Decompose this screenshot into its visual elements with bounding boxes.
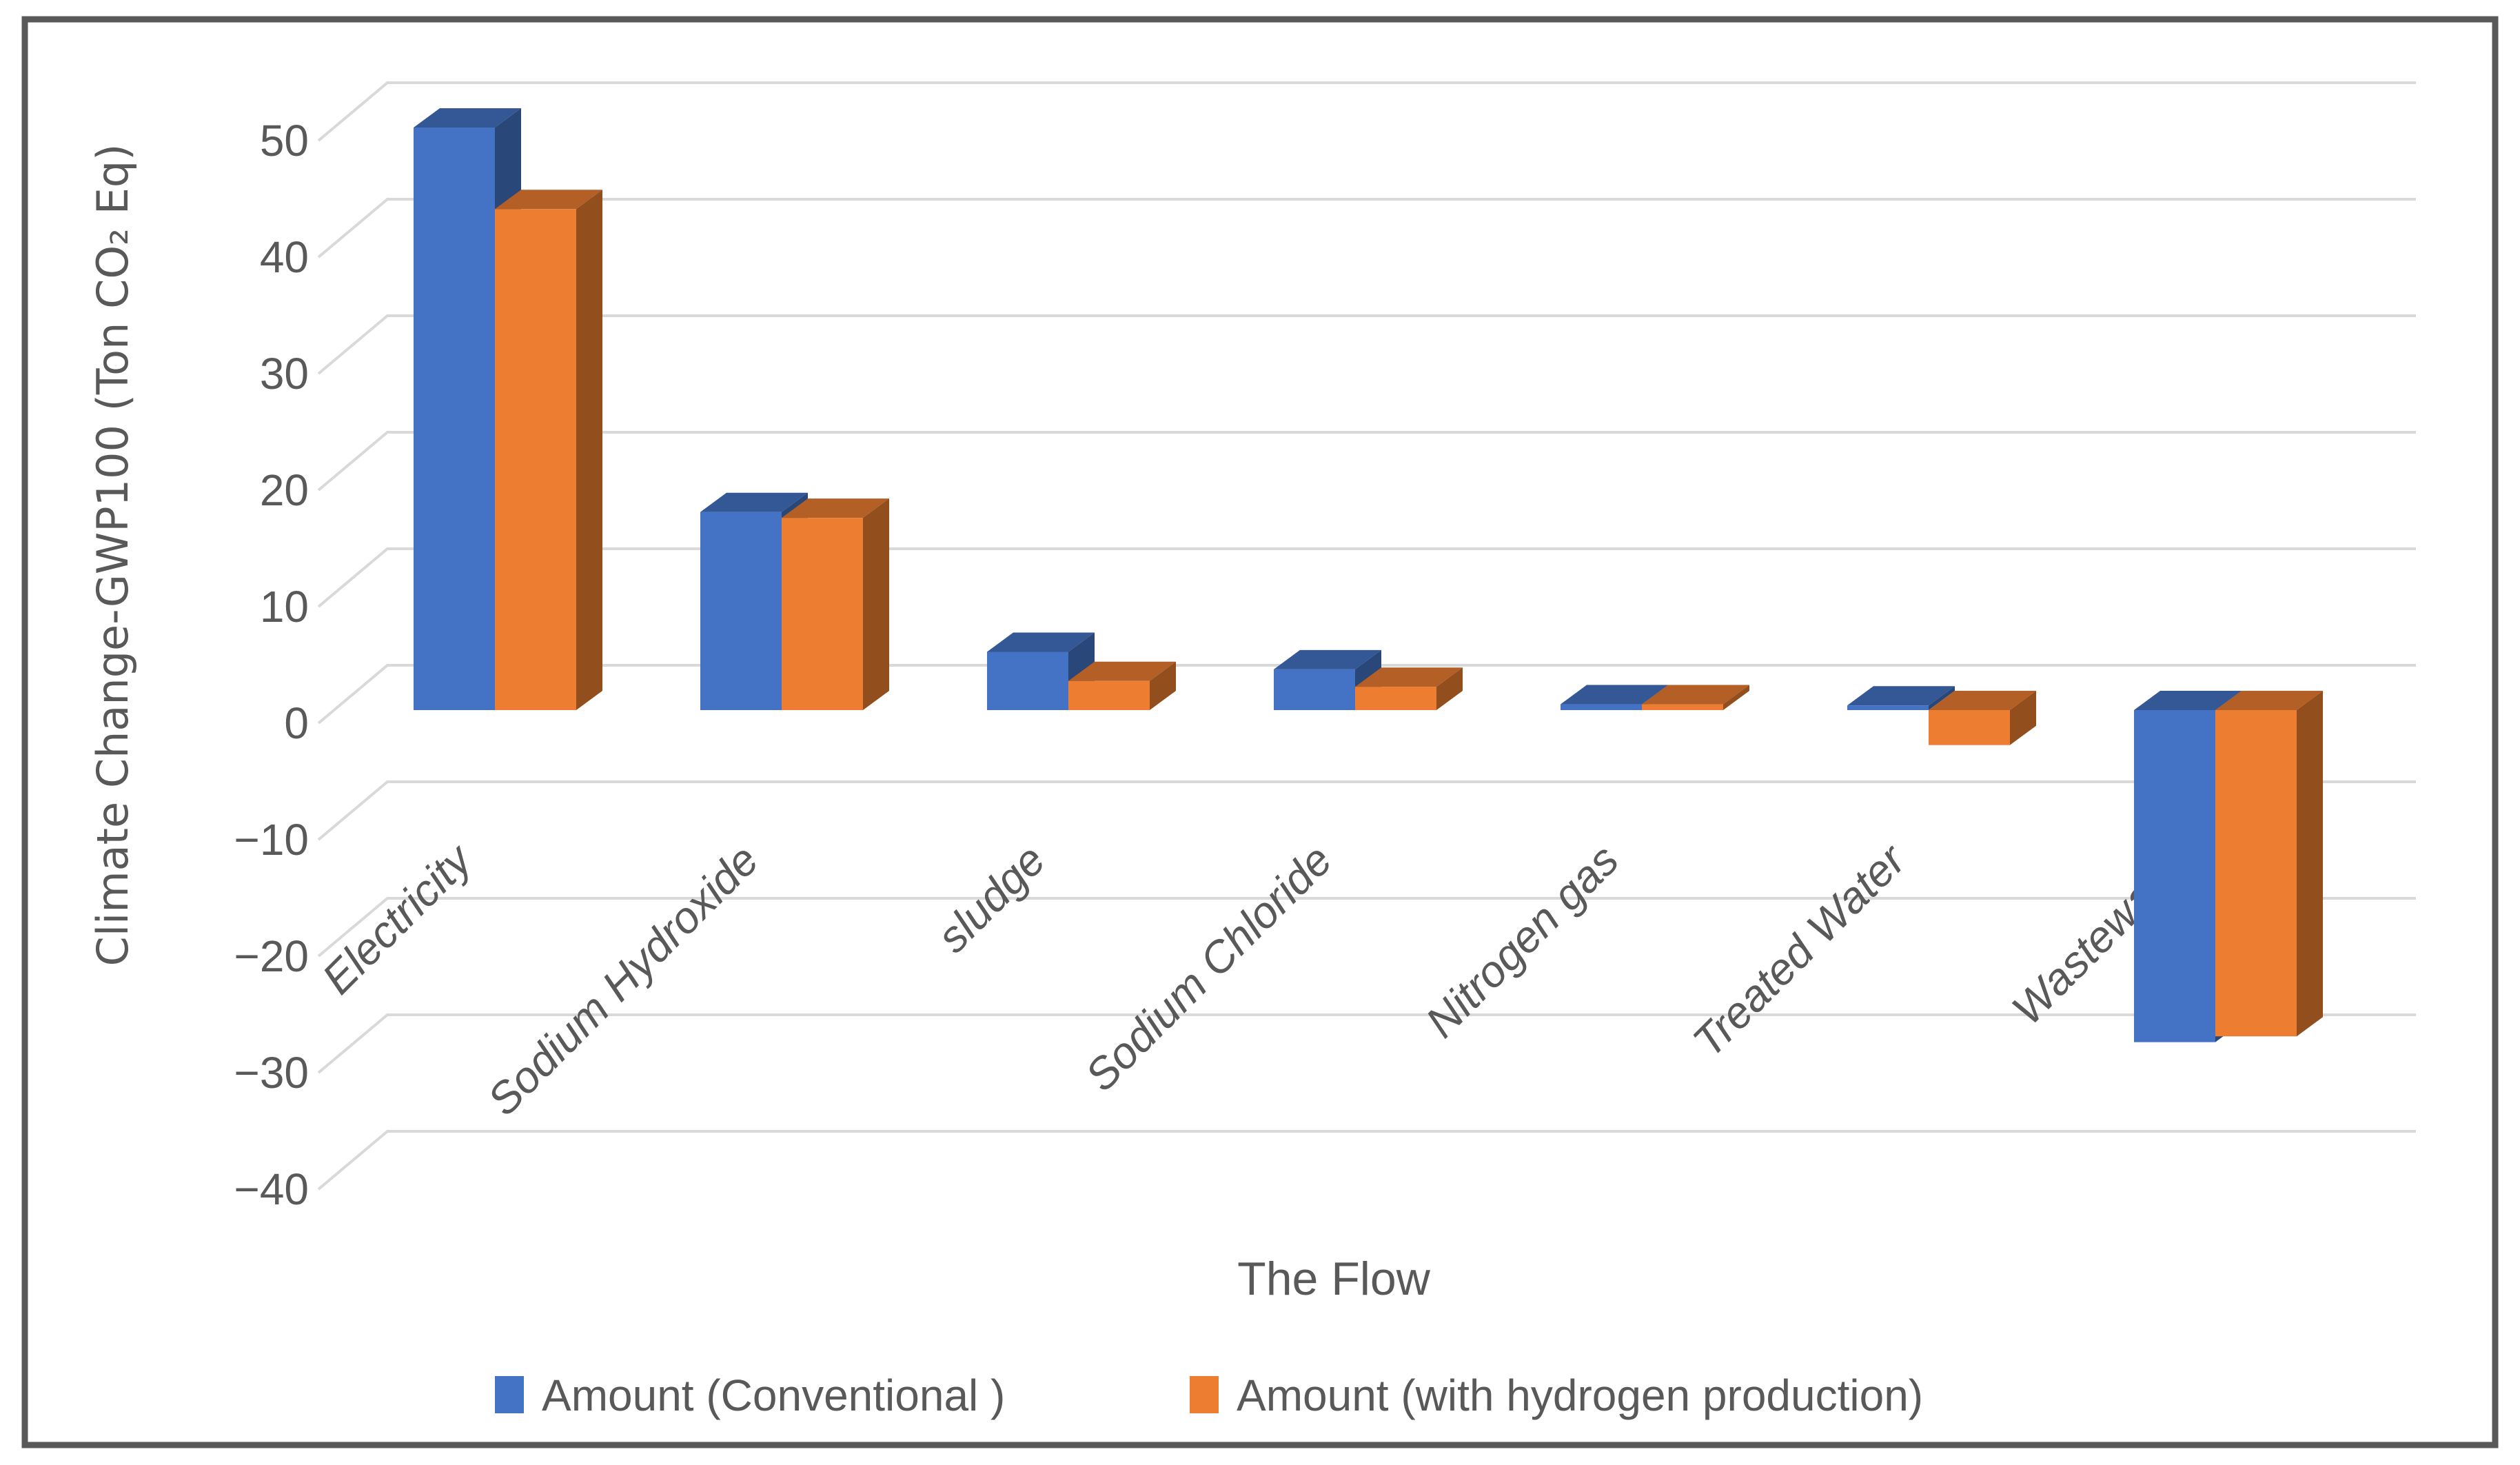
gridline: [317, 314, 2416, 375]
y-tick-label: −40: [234, 1164, 309, 1214]
bar-front-face: [414, 128, 495, 710]
y-axis-title: Climate Change-GWP100 (Ton CO₂ Eq): [88, 144, 138, 967]
bar-top-face: [1847, 686, 1955, 706]
bar-top-face: [1355, 667, 1463, 687]
legend: Amount (Conventional ) Amount (with hydr…: [495, 1371, 1923, 1420]
bar-front-face: [1929, 710, 2010, 745]
gridline: [317, 81, 2416, 142]
y-tick-label: 50: [260, 116, 309, 165]
legend-label-conventional: Amount (Conventional ): [542, 1371, 1005, 1420]
bar-front-face: [1561, 704, 1642, 710]
gridline: [317, 1130, 2416, 1191]
bar-front-face: [2134, 710, 2215, 1042]
y-tick-label: 40: [260, 232, 309, 282]
legend-label-hydrogen: Amount (with hydrogen production): [1237, 1371, 1923, 1420]
bar-top-face: [495, 190, 602, 210]
bar-front-face: [782, 518, 863, 710]
bar-hydrogen: [1642, 685, 1749, 710]
bar-hydrogen: [1355, 667, 1463, 710]
bar-conventional: [1847, 686, 1955, 710]
bar-side-face: [1150, 661, 1176, 710]
gridline: [317, 780, 2416, 841]
bar-side-face: [1929, 686, 1955, 710]
bar-side-face: [1723, 685, 1749, 710]
y-tick-label: −30: [234, 1048, 309, 1098]
gridline: [317, 198, 2416, 259]
bar-top-face: [1929, 691, 2036, 710]
bar-top-face: [1642, 685, 1749, 705]
bar-front-face: [2215, 710, 2297, 1037]
bar-side-face: [576, 190, 602, 710]
bar-front-face: [1355, 687, 1436, 710]
gridline: [317, 431, 2416, 492]
bars: [414, 108, 2323, 1042]
y-tick-label: 10: [260, 582, 309, 632]
bar-front-face: [700, 512, 782, 710]
bar-top-face: [987, 632, 1095, 652]
gridline: [317, 664, 2416, 725]
bar-side-face: [863, 498, 889, 710]
bar-top-face: [2134, 691, 2242, 710]
bar-top-face: [414, 108, 521, 128]
bar-front-face: [495, 209, 576, 710]
y-tick-label: 20: [260, 465, 309, 515]
bar-side-face: [1436, 667, 1463, 710]
bar-hydrogen: [1929, 691, 2036, 745]
bar-top-face: [782, 498, 889, 518]
bar-front-face: [1274, 669, 1355, 710]
bar-front-face: [1642, 704, 1723, 710]
bar-side-face: [2297, 691, 2323, 1037]
bar-top-face: [700, 492, 808, 512]
gridline: [317, 1013, 2416, 1074]
y-tick-label: −10: [234, 815, 309, 865]
bar-front-face: [987, 651, 1068, 710]
bar-hydrogen: [782, 498, 889, 710]
y-tick-label: 30: [260, 349, 309, 398]
y-tick-label: −20: [234, 931, 309, 981]
bar-top-face: [2215, 691, 2323, 710]
legend-swatch-conventional: [495, 1376, 524, 1413]
bar-front-face: [1847, 705, 1929, 710]
gridline: [317, 547, 2416, 608]
bar-top-face: [1274, 649, 1381, 669]
bar-hydrogen: [495, 190, 602, 710]
bar-top-face: [1068, 661, 1176, 681]
y-axis-tick-labels: 50 40 30 20 10 0 −10 −20 −30 −40: [234, 116, 309, 1214]
bar-hydrogen: [2215, 691, 2323, 1037]
legend-swatch-hydrogen: [1190, 1376, 1219, 1413]
bar-hydrogen: [1068, 661, 1176, 710]
gridlines: [317, 81, 2416, 1191]
y-tick-label: 0: [284, 698, 309, 748]
bar-front-face: [1068, 680, 1150, 710]
bar-side-face: [2010, 691, 2036, 745]
figure-border: [21, 16, 2499, 1448]
x-axis-title: The Flow: [1237, 1253, 1431, 1305]
bar-top-face: [1561, 685, 1668, 705]
gridline: [317, 897, 2416, 958]
